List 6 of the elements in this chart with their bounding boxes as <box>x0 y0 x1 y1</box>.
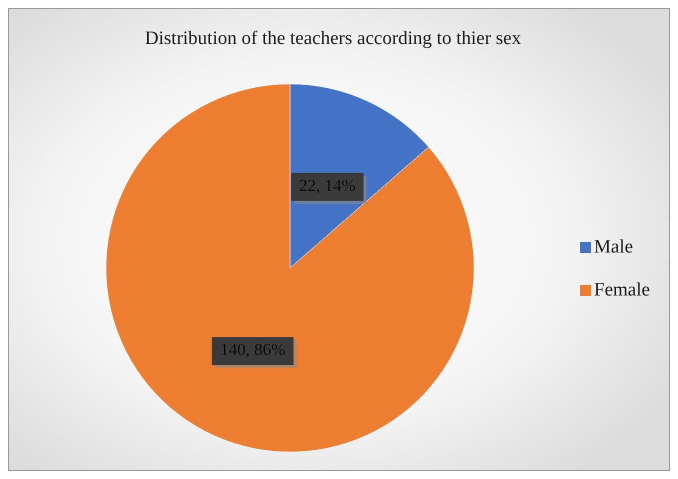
chart-title: Distribution of the teachers according to thier sex <box>144 28 522 49</box>
legend-label: Male <box>594 236 634 258</box>
data-label: 22, 14% <box>298 176 356 195</box>
data-label: 140, 86% <box>220 340 286 359</box>
slice-label: Female <box>594 279 650 300</box>
pie-slice <box>106 84 474 452</box>
